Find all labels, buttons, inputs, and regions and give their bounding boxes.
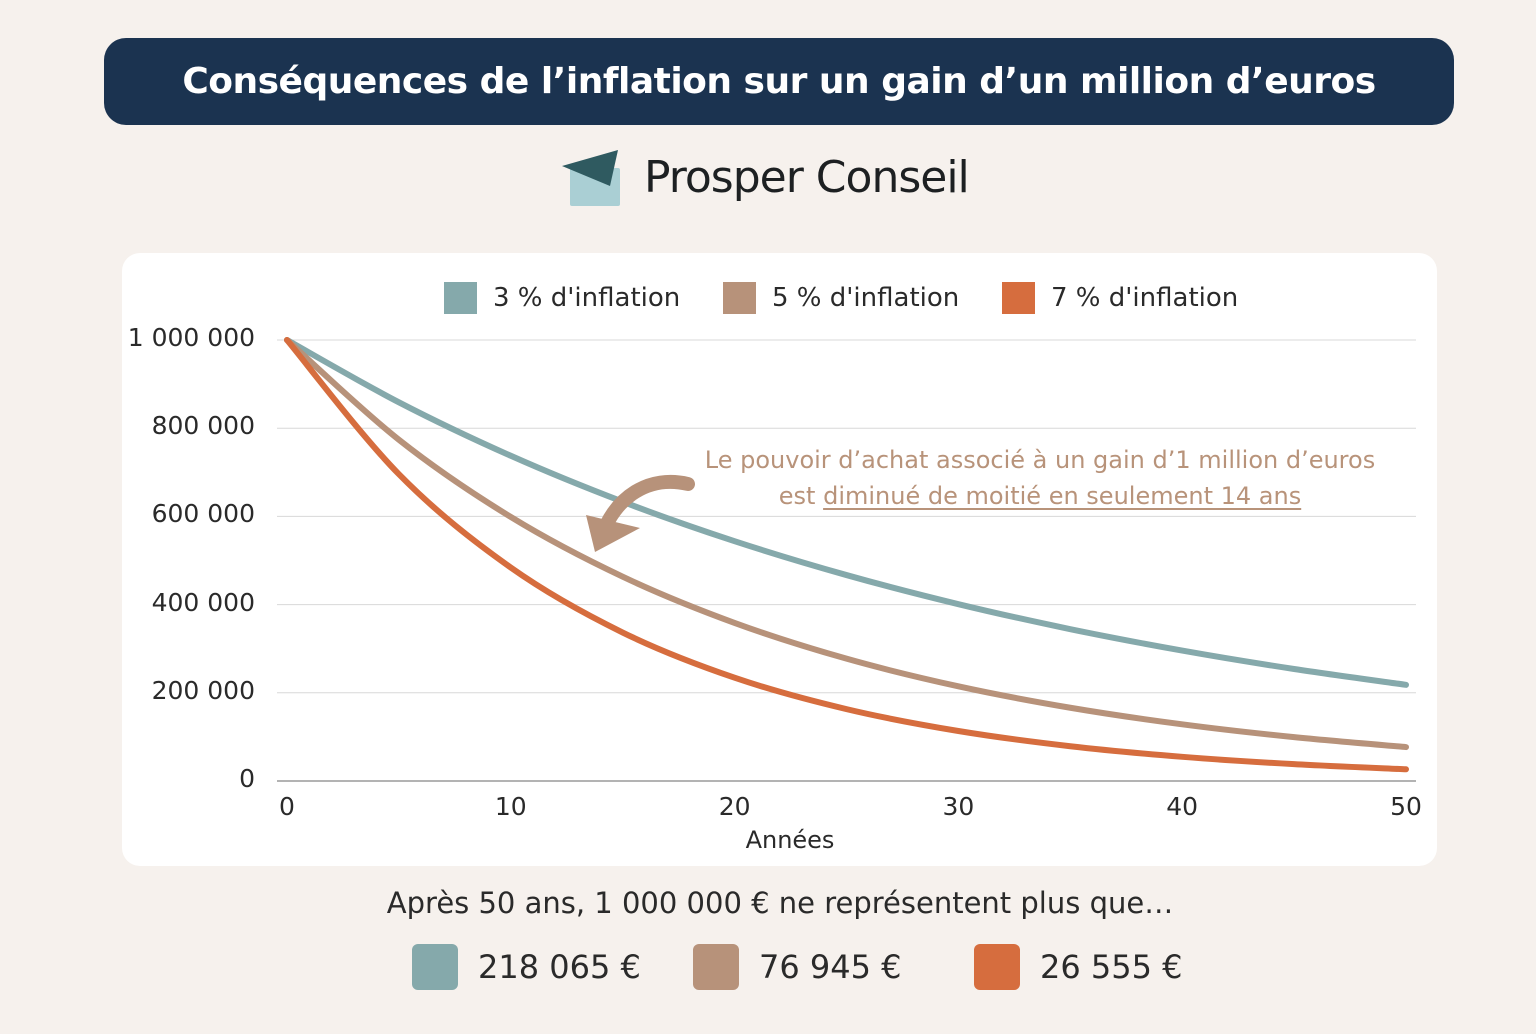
logo-icon [562,150,620,206]
series-line-3 [284,337,1409,773]
y-tick-label: 200 000 [151,675,255,705]
x-axis-label: Années [745,826,835,854]
x-tick-label: 0 [279,792,295,821]
page-title: Conséquences de l’inflation sur un gain … [182,61,1376,102]
result-value: 76 945 € [759,948,902,986]
result-value: 26 555 € [1040,948,1183,986]
annotation: Le pouvoir d’achat associé à un gain d’1… [660,442,1420,514]
x-tick-label: 30 [942,792,975,821]
x-tick-label: 10 [494,792,527,821]
legend-label: 7 % d'inflation [1051,283,1239,313]
x-tick-label: 40 [1166,792,1199,821]
y-tick-label: 800 000 [151,411,255,441]
x-tick-label: 20 [718,792,751,821]
result-swatch [412,944,458,990]
y-tick-label: 1 000 000 [127,323,255,352]
arrow-icon [586,474,695,552]
result-7: 26 555 € [974,944,1183,990]
y-tick-label: 600 000 [151,499,255,529]
result-swatch [974,944,1020,990]
legend-swatch [444,282,477,314]
legend-item-7: 7 % d'inflation [1002,282,1238,314]
series-line-2 [284,337,1409,751]
legend-item-5: 5 % d'inflation [723,282,959,314]
result-5: 76 945 € [693,944,902,990]
result-swatch [693,944,739,990]
summary-text: Après 50 ans, 1 000 000 € ne représenten… [386,886,1174,920]
annotation-prefix: est [778,482,824,510]
result-value: 218 065 € [478,948,641,986]
chart-card [122,253,1437,866]
legend-item-3: 3 % d'inflation [444,282,680,314]
legend-swatch [723,282,756,314]
brand-name: Prosper Conseil [644,152,970,203]
legend-swatch [1002,282,1035,314]
legend-label: 5 % d'inflation [772,283,960,313]
annotation-underlined: diminué de moitié en seulement 14 ans [823,482,1302,510]
title-banner: Conséquences de l’inflation sur un gain … [104,38,1454,125]
legend-label: 3 % d'inflation [493,283,681,313]
x-tick-label: 50 [1390,792,1422,821]
result-3: 218 065 € [412,944,641,990]
annotation-line-1: Le pouvoir d’achat associé à un gain d’1… [704,446,1376,474]
y-tick-label: 0 [239,764,255,793]
series-line-1 [284,337,1409,688]
y-tick-label: 400 000 [151,587,255,617]
